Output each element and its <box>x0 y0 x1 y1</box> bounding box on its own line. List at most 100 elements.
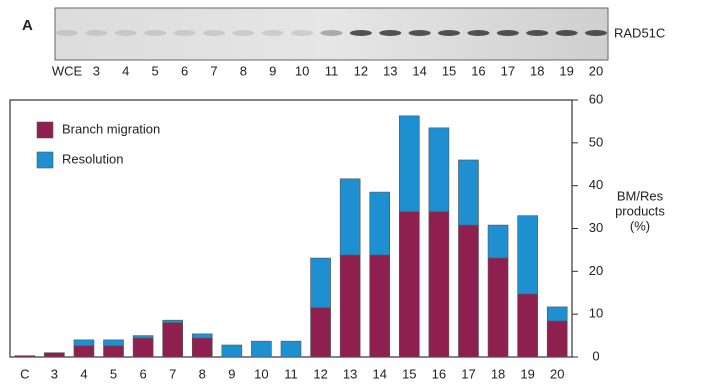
x-tick-label: 18 <box>491 366 505 381</box>
bar-segment <box>163 320 183 323</box>
bar-segment <box>399 116 419 212</box>
lane-label: WCE <box>52 63 83 78</box>
x-tick-label: 16 <box>432 366 446 381</box>
blot-band <box>174 30 196 36</box>
x-tick-label: 17 <box>461 366 475 381</box>
bar-segment <box>192 338 212 357</box>
blot-band <box>144 30 166 36</box>
lane-label: 18 <box>530 63 544 78</box>
bar-segment <box>429 212 449 357</box>
figure: A RAD51C WCE3456789101112131415161718192… <box>0 0 702 385</box>
blot-band <box>438 30 460 36</box>
lane-label: 16 <box>471 63 485 78</box>
bar-segment <box>15 356 35 357</box>
bar-segment <box>458 225 478 357</box>
blot-label: RAD51C <box>614 25 665 40</box>
x-tick-label: 11 <box>284 366 298 381</box>
bar-segment <box>370 255 390 357</box>
lane-label: 6 <box>181 63 188 78</box>
bar-segment <box>518 294 538 357</box>
blot-band <box>321 30 343 36</box>
x-tick-label: 7 <box>169 366 176 381</box>
blot-band <box>232 30 254 36</box>
bar-segment <box>281 341 301 357</box>
lane-label: 7 <box>210 63 217 78</box>
lane-label: 19 <box>559 63 573 78</box>
x-tick-label: 4 <box>80 366 87 381</box>
bar-segment <box>74 346 94 357</box>
bar-segment <box>192 334 212 338</box>
lane-label: 8 <box>240 63 247 78</box>
blot-band <box>350 30 372 36</box>
bar-segment <box>547 307 567 321</box>
bar-segment <box>133 338 153 357</box>
y-tick-label: 30 <box>589 220 603 235</box>
bar-segment <box>104 346 124 357</box>
bar-segment <box>458 160 478 225</box>
y-tick-label: 50 <box>589 134 603 149</box>
x-tick-label: 14 <box>373 366 387 381</box>
y-tick-label: 40 <box>589 177 603 192</box>
legend-swatch <box>37 152 53 168</box>
x-tick-label: 8 <box>199 366 206 381</box>
lane-label: 13 <box>383 63 397 78</box>
blot-band <box>203 30 225 36</box>
bar-segment <box>44 353 64 357</box>
bar-segment <box>399 212 419 357</box>
bar-segment <box>163 323 183 357</box>
bar-segment <box>222 345 242 357</box>
bar-segment <box>547 321 567 357</box>
x-tick-label: 13 <box>343 366 357 381</box>
blot-band <box>262 30 284 36</box>
y-axis-label: products <box>615 203 665 218</box>
bar-segment <box>340 255 360 357</box>
bar-segment <box>488 258 508 357</box>
x-tick-label: 3 <box>51 366 58 381</box>
y-tick-label: 60 <box>589 91 603 106</box>
bar-segment <box>74 340 94 346</box>
x-tick-label: 5 <box>110 366 117 381</box>
blot-band <box>379 30 401 36</box>
x-tick-label: 9 <box>228 366 235 381</box>
lane-label: 9 <box>269 63 276 78</box>
legend-label: Resolution <box>62 151 123 166</box>
blot-band <box>85 30 107 36</box>
y-tick-label: 20 <box>589 263 603 278</box>
plot-frame <box>10 100 572 357</box>
blot-band <box>585 30 607 36</box>
x-tick-label: 19 <box>520 366 534 381</box>
bar-segment <box>518 216 538 294</box>
blot-band <box>497 30 519 36</box>
bar-segment <box>104 340 124 346</box>
lane-label: 17 <box>501 63 515 78</box>
blot-band <box>526 30 548 36</box>
y-tick-label: 0 <box>592 348 599 363</box>
x-tick-label: 12 <box>313 366 327 381</box>
bar-segment <box>133 336 153 339</box>
bar-segment <box>370 192 390 255</box>
lane-label: 20 <box>589 63 603 78</box>
lane-label: 15 <box>442 63 456 78</box>
lane-label: 4 <box>122 63 129 78</box>
y-tick-label: 10 <box>589 306 603 321</box>
lane-label: 10 <box>295 63 309 78</box>
bar-segment <box>251 341 271 357</box>
lane-label: 3 <box>93 63 100 78</box>
legend-swatch <box>37 122 53 138</box>
blot-band <box>115 30 137 36</box>
legend-label: Branch migration <box>62 121 160 136</box>
x-tick-label: C <box>20 366 29 381</box>
lane-label: 11 <box>325 63 339 78</box>
y-axis-label: BM/Res <box>617 188 664 203</box>
bar-segment <box>340 179 360 255</box>
blot-band <box>556 30 578 36</box>
x-tick-label: 6 <box>139 366 146 381</box>
blot-band <box>409 30 431 36</box>
lane-label: 12 <box>354 63 368 78</box>
bar-segment <box>311 308 331 357</box>
blot-band <box>467 30 489 36</box>
lane-label: 14 <box>412 63 426 78</box>
bar-segment <box>311 258 331 308</box>
x-tick-label: 20 <box>550 366 564 381</box>
lane-label: 5 <box>152 63 159 78</box>
